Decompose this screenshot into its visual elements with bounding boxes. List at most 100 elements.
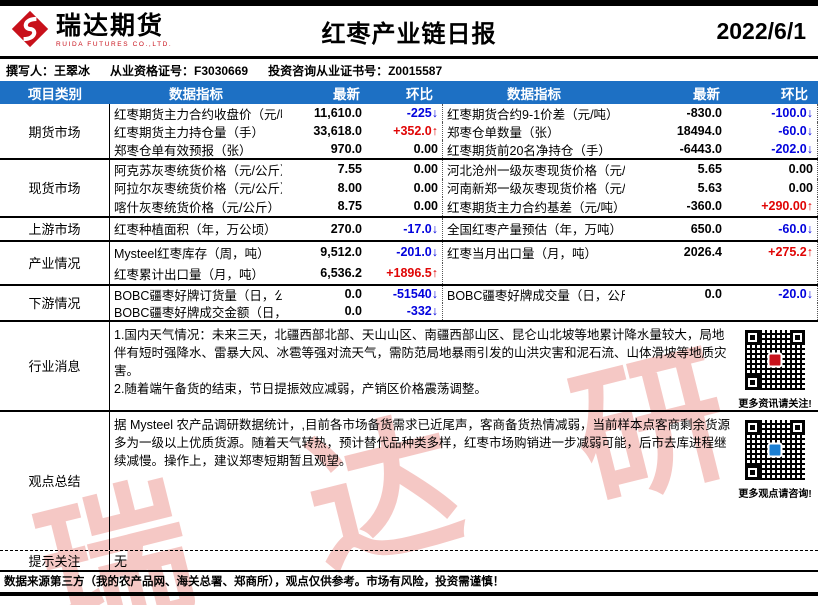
summary-qr-caption: 更多观点请咨询!	[738, 488, 812, 500]
col-header-change-left: 环比	[406, 86, 433, 102]
advisory-label: 投资咨询从业证书号：Z0015587	[268, 63, 443, 78]
indicator-cell: BOBC疆枣好牌订货量（日，公斤）	[114, 288, 282, 303]
company-name-en: RUIDA FUTURES CO.,LTD.	[56, 40, 173, 48]
summary-text: 据 Mysteel 农产品调研数据统计，,目前各市场备货需求已近尾声，客商备货热…	[110, 412, 732, 550]
indicator-cell: 全国红枣产量预估（年，万吨）	[447, 223, 623, 238]
table-row: 喀什灰枣统货价格（元/公斤） 8.75 0.00 红枣期货主力合约基差（元/吨） -36…	[110, 197, 818, 216]
latest-value-cell: 970.0	[330, 142, 362, 156]
latest-value-cell: 650.0	[690, 221, 722, 236]
change-value-cell: -332↓	[370, 302, 443, 320]
latest-value-cell: 5.65	[697, 162, 722, 177]
change-value-cell: -100.0↓	[730, 104, 818, 122]
summary-qr-column: 更多观点请咨询!	[732, 412, 818, 550]
table-header-row: 项目类别 数据指标 最新 环比 数据指标 最新 环比	[0, 81, 818, 104]
category-label: 期货市场	[0, 104, 110, 158]
industry-news-section: 行业消息 1.国内天气情况：未来三天，北疆西部北部、天山山区、南疆西部山区、昆仑…	[0, 321, 818, 412]
indicator-cell: 阿克苏灰枣统货价格（元/公斤）	[114, 163, 282, 178]
latest-value-cell: 0.0	[704, 287, 722, 302]
col-header-indicator-right: 数据指标	[507, 86, 561, 102]
indicator-cell: 河南新郑一级灰枣现货价格（元/斤）	[447, 182, 625, 197]
latest-value-cell: 0.0	[344, 304, 362, 319]
indicator-cell: 阿拉尔灰枣统货价格（元/公斤）	[114, 182, 282, 197]
qualification-label: 从业资格证号：F3030669	[110, 63, 249, 78]
indicator-cell: 红枣累计出口量（月，吨）	[114, 267, 265, 282]
indicator-cell: 郑枣仓单数量（张）	[447, 125, 560, 140]
latest-value-cell: -360.0	[686, 199, 722, 214]
latest-value-cell: 18494.0	[676, 124, 722, 138]
news-qr-column: 更多资讯请关注!	[732, 322, 818, 410]
news-qr-caption: 更多资讯请关注!	[738, 398, 812, 410]
top-border-bar	[0, 0, 818, 6]
category-label: 下游情况	[0, 285, 110, 320]
col-header-change-right: 环比	[781, 86, 808, 102]
table-row: 红枣种植面积（年，万公顷） 270.0 -17.0↓ 全国红枣产量预估（年，万吨） 65…	[110, 217, 818, 240]
latest-value-cell: 0.0	[344, 287, 362, 302]
change-value-cell: 0.00	[730, 160, 818, 179]
table-group: 现货市场 阿克苏灰枣统货价格（元/公斤） 7.55 0.00 河北沧州一级灰枣现货价格（…	[0, 160, 818, 218]
change-value-cell: +275.2↑	[730, 241, 818, 263]
change-value-cell: +1896.5↑	[370, 262, 443, 284]
change-value-cell: -17.0↓	[370, 217, 443, 240]
news-qr-code-icon	[743, 327, 807, 392]
summary-qr-code-icon	[743, 417, 807, 482]
table-row: 红枣期货主力合约收盘价（元/吨） 11,610.0 -225↓ 红枣期货合约9-1价差…	[110, 104, 818, 122]
company-logo: 瑞达期货 RUIDA FUTURES CO.,LTD.	[8, 7, 172, 56]
table-row: Mysteel红枣库存（周，吨） 9,512.0 -201.0↓ 红枣当月出口量（月，…	[110, 241, 818, 263]
latest-value-cell: -830.0	[686, 106, 722, 120]
indicator-cell: 红枣种植面积（年，万公顷）	[114, 223, 277, 238]
table-group: 上游市场 红枣种植面积（年，万公顷） 270.0 -17.0↓ 全国红枣产量预估（年，万…	[0, 217, 818, 242]
indicator-cell: 红枣当月出口量（月，吨）	[447, 246, 598, 261]
change-value-cell: -201.0↓	[370, 241, 443, 263]
table-row: 阿拉尔灰枣统货价格（元/公斤） 8.00 0.00 河南新郑一级灰枣现货价格（元/斤）…	[110, 178, 818, 198]
indicator-cell: 红枣期货主力合约基差（元/吨）	[447, 200, 625, 215]
latest-value-cell: 9,512.0	[320, 245, 362, 260]
table-row: 红枣累计出口量（月，吨） 6,536.2 +1896.5↑	[110, 262, 818, 284]
change-value-cell: 0.00	[370, 160, 443, 179]
table-row: 郑枣仓单有效预报（张） 970.0 0.00 红枣期货前20名净持仓（手） -6443.…	[110, 140, 818, 158]
ruida-logo-icon	[8, 7, 52, 56]
indicator-cell: 郑枣仓单有效预报（张）	[114, 143, 252, 158]
notice-row: 提示关注 无	[0, 550, 818, 572]
news-paragraph: 1.国内天气情况：未来三天，北疆西部北部、天山山区、南疆西部山区、昆仑山北坡等地…	[114, 327, 727, 379]
category-label: 上游市场	[0, 217, 110, 240]
change-value-cell: -225↓	[370, 104, 443, 122]
col-header-latest-right: 最新	[693, 86, 720, 102]
change-value-cell: -60.0↓	[730, 122, 818, 140]
change-value-cell: 0.00	[370, 197, 443, 216]
change-value-cell: -20.0↓	[730, 285, 818, 303]
latest-value-cell: 270.0	[330, 221, 362, 236]
col-header-category: 项目类别	[28, 86, 82, 102]
table-group: 产业情况 Mysteel红枣库存（周，吨） 9,512.0 -201.0↓ 红枣当月出口…	[0, 241, 818, 286]
notice-value: 无	[114, 553, 128, 569]
category-industry-news: 行业消息	[0, 321, 110, 410]
change-value-cell	[730, 302, 818, 320]
indicator-cell: BOBC疆枣好牌成交量（日，公斤）	[447, 288, 625, 303]
bottom-border-bar	[0, 591, 818, 596]
indicator-cell: BOBC疆枣好牌成交金额（日，元）	[114, 305, 282, 320]
latest-value-cell: 6,536.2	[320, 266, 362, 281]
change-value-cell: -51540↓	[370, 285, 443, 303]
change-value-cell: -60.0↓	[730, 217, 818, 240]
byline: 撰写人：王翠冰 从业资格证号：F3030669 投资咨询从业证书号：Z00155…	[0, 59, 818, 81]
change-value-cell	[730, 262, 818, 284]
change-value-cell: +290.00↑	[730, 197, 818, 216]
indicator-cell: 河北沧州一级灰枣现货价格（元/斤）	[447, 163, 625, 178]
category-label: 现货市场	[0, 160, 110, 216]
category-summary: 观点总结	[0, 411, 110, 550]
latest-value-cell: -6443.0	[679, 142, 722, 156]
latest-value-cell: 33,618.0	[313, 124, 362, 138]
indicator-cell: 红枣期货主力持仓量（手）	[114, 125, 265, 140]
category-notice: 提示关注	[0, 550, 110, 570]
industry-news-text: 1.国内天气情况：未来三天，北疆西部北部、天山山区、南疆西部山区、昆仑山北坡等地…	[110, 322, 732, 410]
report-header: 瑞达期货 RUIDA FUTURES CO.,LTD. 红枣产业链日报 2022…	[0, 6, 818, 56]
company-name: 瑞达期货	[56, 11, 165, 40]
change-value-cell: 0.00	[370, 178, 443, 198]
summary-paragraph: 据 Mysteel 农产品调研数据统计，,目前各市场备货需求已近尾声，客商备货热…	[114, 417, 730, 469]
header-divider	[0, 56, 818, 59]
table-group: 下游情况 BOBC疆枣好牌订货量（日，公斤） 0.0 -51540↓ BOBC疆枣好牌成…	[0, 285, 818, 322]
change-value-cell: 0.00	[370, 140, 443, 158]
change-value-cell: -202.0↓	[730, 140, 818, 158]
disclaimer-text: 数据来源第三方（我的农产品网、海关总署、郑商所），观点仅供参考。市场有风险，投资…	[4, 575, 505, 588]
